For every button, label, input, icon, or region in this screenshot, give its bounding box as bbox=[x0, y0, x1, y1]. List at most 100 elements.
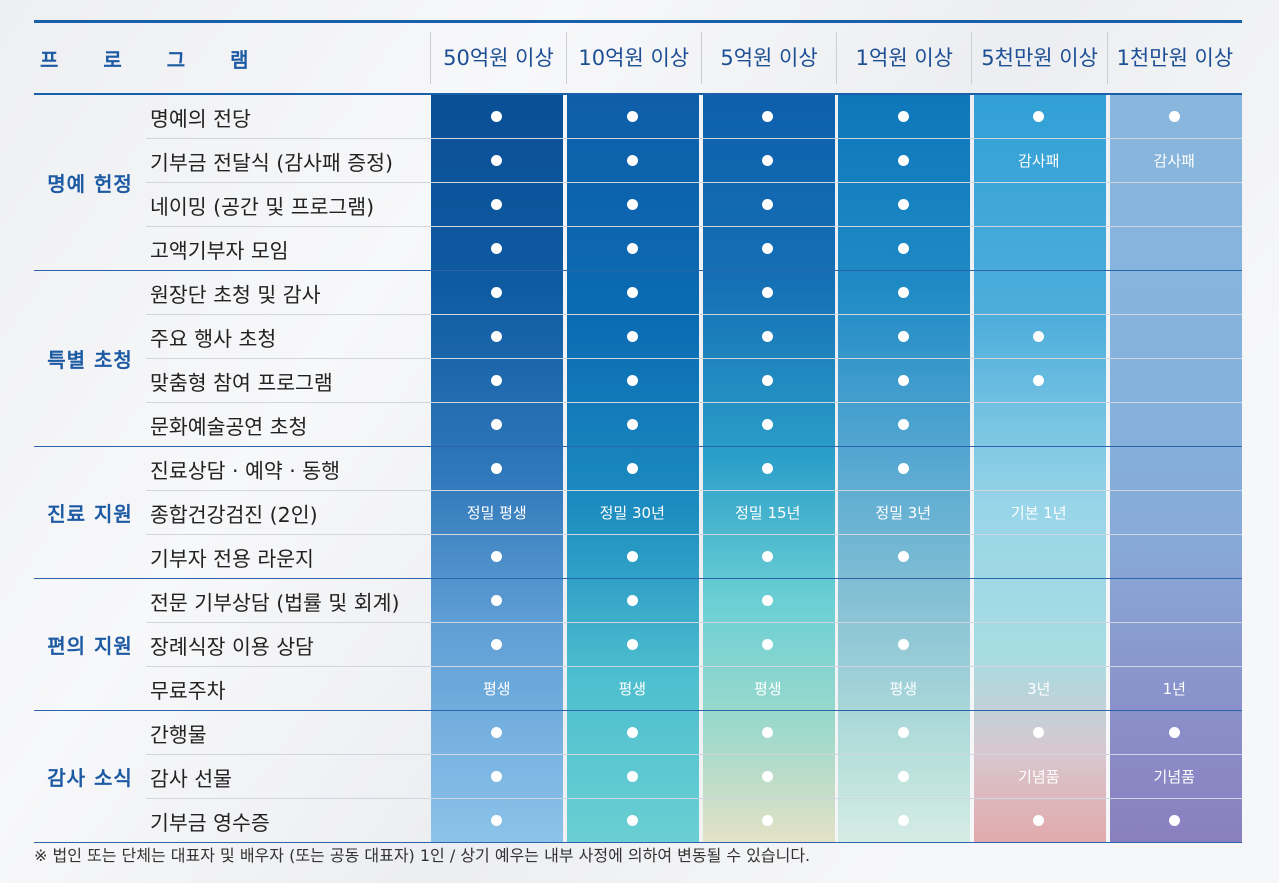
benefit-cell-text bbox=[971, 271, 1107, 314]
benefit-name: 장례식장 이용 상담 bbox=[150, 634, 314, 659]
included-dot-icon bbox=[762, 199, 774, 210]
benefit-cell bbox=[429, 623, 565, 666]
category-label: 편의 지원 bbox=[47, 634, 133, 658]
benefit-cell bbox=[429, 359, 565, 402]
benefit-cell-text bbox=[1107, 447, 1243, 490]
included-dot-icon bbox=[491, 199, 503, 210]
table-row: 기부금 전달식 (감사패 증정) 감사패 감사패 bbox=[146, 139, 1242, 183]
benefit-cell bbox=[700, 183, 836, 226]
benefit-cell bbox=[565, 95, 701, 138]
top-rule bbox=[34, 20, 1242, 23]
benefit-cell bbox=[700, 579, 836, 622]
included-dot-icon bbox=[897, 155, 909, 166]
category-label: 진료 지원 bbox=[47, 502, 133, 526]
included-dot-icon bbox=[897, 331, 909, 342]
benefit-cell bbox=[836, 315, 972, 358]
included-dot-icon bbox=[626, 375, 638, 386]
benefit-name: 기부금 영수증 bbox=[150, 810, 270, 835]
benefit-cell bbox=[565, 403, 701, 446]
included-dot-icon bbox=[762, 727, 774, 738]
table-row: 간행물 bbox=[146, 711, 1242, 755]
included-dot-icon bbox=[762, 639, 774, 650]
included-dot-icon bbox=[1168, 111, 1180, 122]
included-dot-icon bbox=[626, 243, 638, 254]
included-dot-icon bbox=[626, 287, 638, 298]
benefit-cell-text: 1년 bbox=[1162, 680, 1186, 698]
included-dot-icon bbox=[626, 419, 638, 430]
category-group: 감사 소식 간행물 감사 선물 기념품 기념품 기부금 영수증 bbox=[34, 711, 1242, 843]
included-dot-icon bbox=[491, 771, 503, 782]
benefit-name: 주요 행사 초청 bbox=[150, 326, 277, 351]
benefit-cell-text: 평생 bbox=[618, 680, 647, 698]
benefit-cell bbox=[700, 271, 836, 314]
benefit-cell bbox=[429, 315, 565, 358]
benefit-cell-text bbox=[971, 535, 1107, 578]
benefit-cell bbox=[700, 359, 836, 402]
included-dot-icon bbox=[1168, 815, 1180, 826]
included-dot-icon bbox=[762, 155, 774, 166]
benefit-cell bbox=[429, 183, 565, 226]
benefit-cell bbox=[836, 271, 972, 314]
included-dot-icon bbox=[626, 815, 638, 826]
included-dot-icon bbox=[491, 815, 503, 826]
table-row: 기부금 영수증 bbox=[146, 799, 1242, 842]
header-col-1eok: 1억원 이상 bbox=[836, 32, 971, 84]
benefit-name: 전문 기부상담 (법률 및 회계) bbox=[150, 590, 400, 615]
benefit-cell bbox=[836, 711, 972, 754]
category-rows: 진료상담 · 예약 · 동행 종합건강검진 (2인) 정밀 평생 정밀 30년 정밀 1… bbox=[146, 447, 1242, 578]
benefit-cell bbox=[429, 227, 565, 270]
benefit-cell bbox=[429, 403, 565, 446]
table-row: 주요 행사 초청 bbox=[146, 315, 1242, 359]
included-dot-icon bbox=[762, 375, 774, 386]
category-rows: 전문 기부상담 (법률 및 회계) 장례식장 이용 상담 무료주차 평생 평생 평생 평생 3… bbox=[146, 579, 1242, 710]
benefit-cell bbox=[429, 799, 565, 842]
benefit-name: 네이밍 (공간 및 프로그램) bbox=[150, 194, 375, 219]
benefit-cell bbox=[565, 271, 701, 314]
included-dot-icon bbox=[1033, 815, 1045, 826]
benefit-cell bbox=[429, 95, 565, 138]
table-row: 장례식장 이용 상담 bbox=[146, 623, 1242, 667]
included-dot-icon bbox=[1033, 111, 1045, 122]
included-dot-icon bbox=[491, 595, 503, 606]
benefit-cell-text: 평생 bbox=[753, 680, 782, 698]
included-dot-icon bbox=[762, 771, 774, 782]
benefit-cell-text: 평생 bbox=[889, 680, 918, 698]
benefit-cell bbox=[836, 623, 972, 666]
benefit-name: 감사 선물 bbox=[150, 766, 232, 791]
included-dot-icon bbox=[491, 287, 503, 298]
footnote: ※ 법인 또는 단체는 대표자 및 배우자 (또는 공동 대표자) 1인 / 상… bbox=[34, 846, 811, 865]
benefit-cell-text bbox=[971, 183, 1107, 226]
benefit-cell bbox=[565, 315, 701, 358]
included-dot-icon bbox=[626, 199, 638, 210]
included-dot-icon bbox=[762, 111, 774, 122]
benefit-cell-text: 기본 1년 bbox=[1010, 504, 1067, 522]
benefit-name: 명예의 전당 bbox=[150, 106, 251, 131]
benefit-cell bbox=[565, 711, 701, 754]
benefit-cell bbox=[700, 447, 836, 490]
benefit-cell bbox=[836, 403, 972, 446]
benefit-cell-text bbox=[1107, 183, 1243, 226]
table-row: 고액기부자 모임 bbox=[146, 227, 1242, 270]
benefit-cell-text bbox=[971, 403, 1107, 446]
included-dot-icon bbox=[1033, 331, 1045, 342]
table-row: 기부자 전용 라운지 bbox=[146, 535, 1242, 578]
benefit-cell bbox=[700, 755, 836, 798]
table-body: 명예 헌정 명예의 전당 기부금 전달식 (감사패 증정) 감사패 감사패 네이밍 (공간… bbox=[34, 95, 1242, 843]
benefit-cell bbox=[836, 447, 972, 490]
benefit-cell-text bbox=[1107, 623, 1243, 666]
benefit-cell bbox=[700, 711, 836, 754]
benefit-cell bbox=[700, 535, 836, 578]
table-row: 감사 선물 기념품 기념품 bbox=[146, 755, 1242, 799]
benefit-cell bbox=[836, 755, 972, 798]
included-dot-icon bbox=[626, 727, 638, 738]
included-dot-icon bbox=[1033, 727, 1045, 738]
included-dot-icon bbox=[491, 111, 503, 122]
included-dot-icon bbox=[626, 595, 638, 606]
included-dot-icon bbox=[491, 463, 503, 474]
category-label: 특별 초청 bbox=[47, 348, 133, 372]
benefit-cell bbox=[700, 799, 836, 842]
benefit-cell-text: 정밀 평생 bbox=[466, 504, 527, 522]
table-row: 무료주차 평생 평생 평생 평생 3년 1년 bbox=[146, 667, 1242, 710]
included-dot-icon bbox=[491, 155, 503, 166]
table-row: 전문 기부상담 (법률 및 회계) bbox=[146, 579, 1242, 623]
